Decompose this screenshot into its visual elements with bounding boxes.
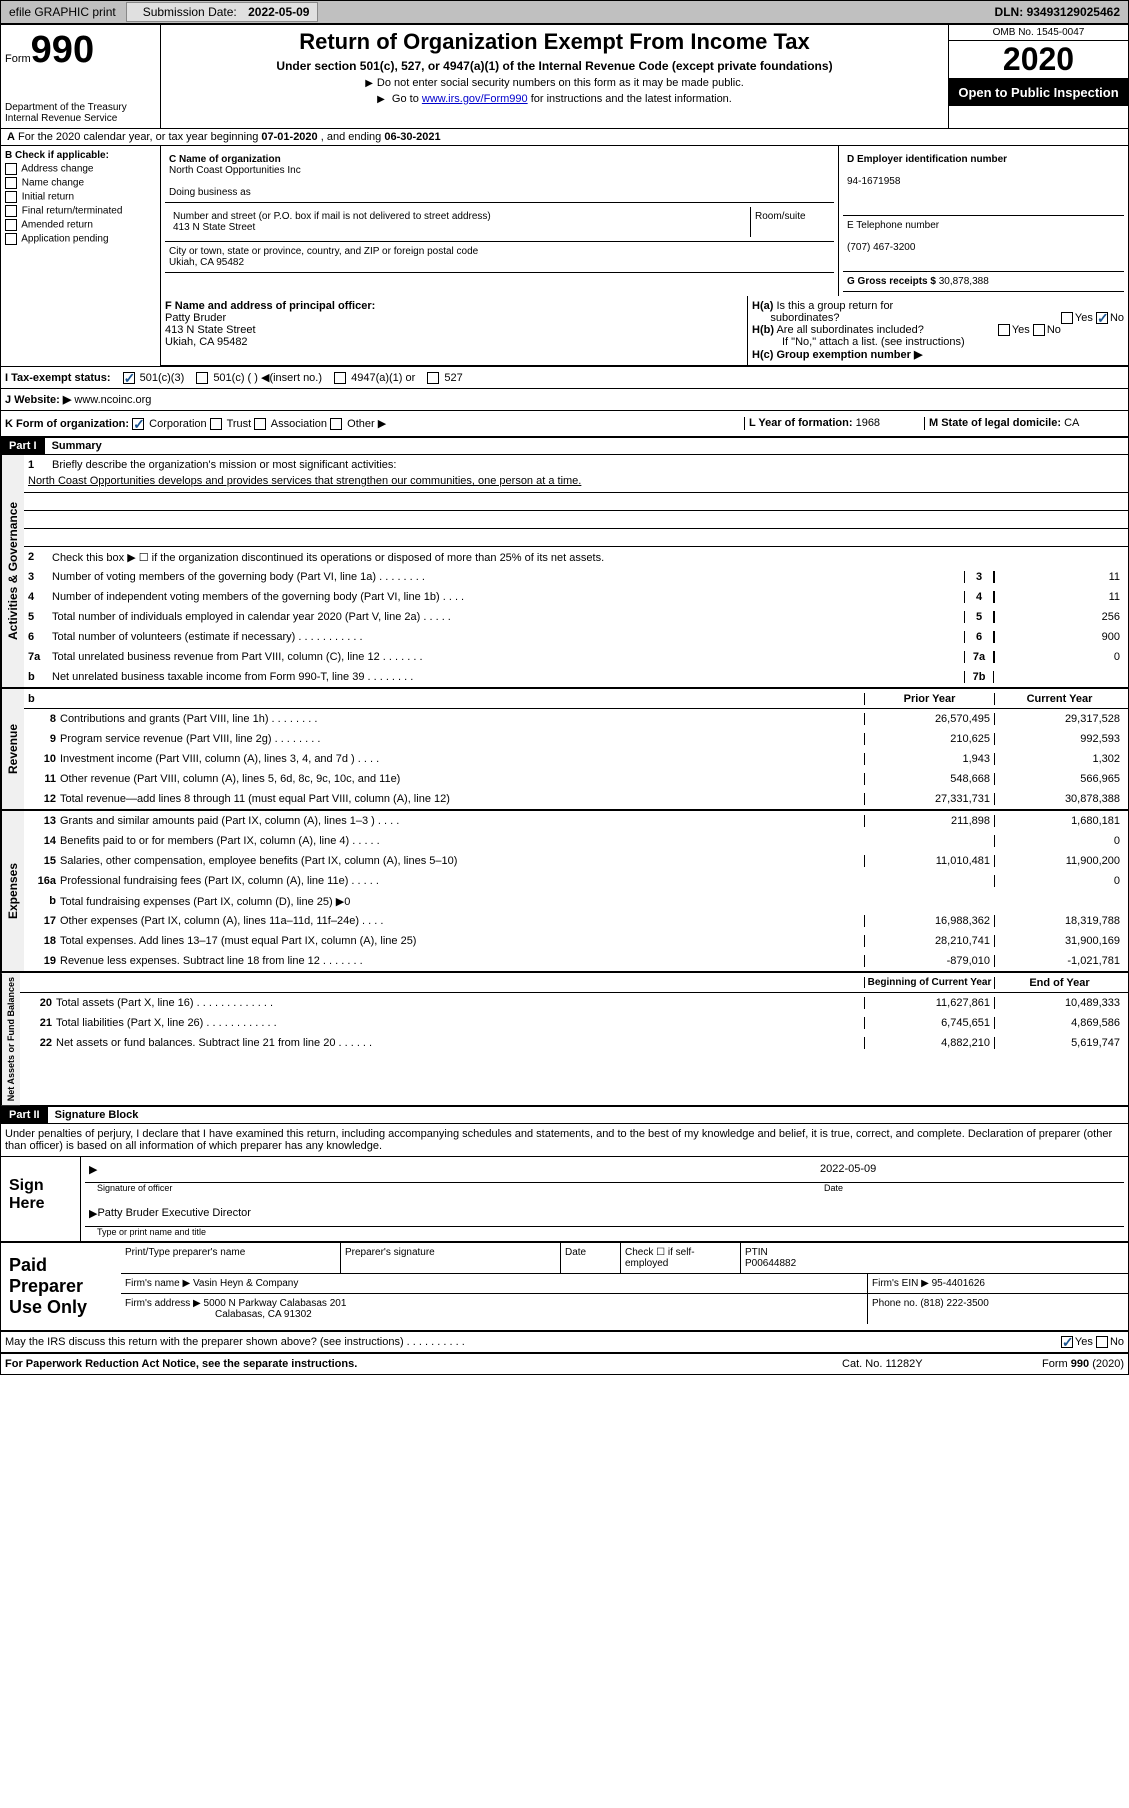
- summary-line: bNet unrelated business taxable income f…: [24, 667, 1128, 687]
- firm-name: Vasin Heyn & Company: [193, 1278, 298, 1289]
- note-ssn: Do not enter social security numbers on …: [165, 77, 944, 89]
- box-b-item: Final return/terminated: [5, 205, 156, 217]
- hb-yes-checkbox[interactable]: [998, 324, 1010, 336]
- firm-phone: (818) 222-3500: [920, 1298, 988, 1309]
- phone: (707) 467-3200: [847, 242, 915, 253]
- dept-label: Department of the Treasury Internal Reve…: [5, 102, 156, 124]
- gross-receipts: 30,878,388: [939, 276, 989, 287]
- 4947-checkbox[interactable]: [334, 372, 346, 384]
- summary-line: 7aTotal unrelated business revenue from …: [24, 647, 1128, 667]
- paid-preparer-label: Paid Preparer Use Only: [1, 1243, 121, 1330]
- state-domicile: CA: [1064, 417, 1079, 429]
- 527-checkbox[interactable]: [427, 372, 439, 384]
- 501c-checkbox[interactable]: [196, 372, 208, 384]
- form-subtitle: Under section 501(c), 527, or 4947(a)(1)…: [165, 59, 944, 73]
- 501c3-checkbox[interactable]: [123, 372, 135, 384]
- k-row: K Form of organization: Corporation Trus…: [1, 411, 1128, 438]
- box-b-item: Initial return: [5, 191, 156, 203]
- box-b-item: Address change: [5, 163, 156, 175]
- sign-here-label: Sign Here: [1, 1157, 81, 1241]
- declaration: Under penalties of perjury, I declare th…: [1, 1124, 1128, 1157]
- summary-line: 22Net assets or fund balances. Subtract …: [20, 1033, 1128, 1053]
- summary-line: 13Grants and similar amounts paid (Part …: [24, 811, 1128, 831]
- summary-line: 17Other expenses (Part IX, column (A), l…: [24, 911, 1128, 931]
- row-a: A For the 2020 calendar year, or tax yea…: [1, 129, 1128, 146]
- summary-line: 8Contributions and grants (Part VIII, li…: [24, 709, 1128, 729]
- box-h: H(a) Is this a group return for subordin…: [748, 296, 1128, 365]
- box-c: C Name of organization North Coast Oppor…: [161, 146, 1128, 366]
- submission-date-label: Submission Date: 2022-05-09: [126, 2, 319, 22]
- officer-name-title: Patty Bruder Executive Director: [97, 1207, 250, 1224]
- firm-addr1: 5000 N Parkway Calabasas 201: [204, 1298, 347, 1309]
- ha-yes-checkbox[interactable]: [1061, 312, 1073, 324]
- assoc-checkbox[interactable]: [254, 418, 266, 430]
- other-checkbox[interactable]: [330, 418, 342, 430]
- form-footer: Form 990 (2020): [1042, 1358, 1124, 1370]
- summary-line: 14Benefits paid to or for members (Part …: [24, 831, 1128, 851]
- tax-status-row: I Tax-exempt status: 501(c)(3) 501(c) ( …: [1, 366, 1128, 389]
- summary-line: 12Total revenue—add lines 8 through 11 (…: [24, 789, 1128, 809]
- summary-line: bTotal fundraising expenses (Part IX, co…: [24, 891, 1128, 911]
- ag-label: Activities & Governance: [1, 455, 24, 687]
- box-b: B Check if applicable: Address change Na…: [1, 146, 161, 366]
- part1-header: Part I: [1, 438, 45, 454]
- box-b-item: Name change: [5, 177, 156, 189]
- trust-checkbox[interactable]: [210, 418, 222, 430]
- discuss-yes-checkbox[interactable]: [1061, 1336, 1073, 1348]
- summary-line: 19Revenue less expenses. Subtract line 1…: [24, 951, 1128, 971]
- netassets-label: Net Assets or Fund Balances: [1, 973, 20, 1105]
- summary-line: 3Number of voting members of the governi…: [24, 567, 1128, 587]
- form-header: Form990 Department of the Treasury Inter…: [1, 25, 1128, 129]
- summary-line: 10Investment income (Part VIII, column (…: [24, 749, 1128, 769]
- org-name: North Coast Opportunities Inc: [169, 165, 301, 176]
- summary-line: 11Other revenue (Part VIII, column (A), …: [24, 769, 1128, 789]
- ptin: P00644882: [745, 1258, 796, 1269]
- efile-label: efile GRAPHIC print: [1, 5, 124, 19]
- discuss-no-checkbox[interactable]: [1096, 1336, 1108, 1348]
- summary-line: 5Total number of individuals employed in…: [24, 607, 1128, 627]
- summary-line: 21Total liabilities (Part X, line 26) . …: [20, 1013, 1128, 1033]
- dln: DLN: 93493129025462: [987, 5, 1128, 19]
- box-b-item: Application pending: [5, 233, 156, 245]
- topbar: efile GRAPHIC print Submission Date: 202…: [1, 1, 1128, 25]
- mission-text: North Coast Opportunities develops and p…: [24, 475, 1128, 493]
- revenue-label: Revenue: [1, 689, 24, 809]
- summary-line: 9Program service revenue (Part VIII, lin…: [24, 729, 1128, 749]
- form-number: 990: [31, 29, 94, 71]
- part2-header: Part II: [1, 1107, 48, 1123]
- ha-no-checkbox[interactable]: [1096, 312, 1108, 324]
- form-title: Return of Organization Exempt From Incom…: [165, 29, 944, 55]
- box-b-item: Amended return: [5, 219, 156, 231]
- corp-checkbox[interactable]: [132, 418, 144, 430]
- tax-year: 2020: [949, 41, 1128, 79]
- expenses-label: Expenses: [1, 811, 24, 971]
- note-link: Go to www.irs.gov/Form990 for instructio…: [165, 93, 944, 105]
- officer-name: Patty Bruder: [165, 312, 226, 324]
- website-row: J Website: ▶ www.ncoinc.org: [1, 389, 1128, 411]
- hb-no-checkbox[interactable]: [1033, 324, 1045, 336]
- public-inspection: Open to Public Inspection: [949, 79, 1128, 106]
- summary-line: 16aProfessional fundraising fees (Part I…: [24, 871, 1128, 891]
- city-state-zip: Ukiah, CA 95482: [169, 257, 244, 268]
- website-url: www.ncoinc.org: [74, 394, 151, 406]
- street-address: 413 N State Street: [173, 222, 255, 233]
- firm-ein: 95-4401626: [932, 1278, 985, 1289]
- summary-line: 18Total expenses. Add lines 13–17 (must …: [24, 931, 1128, 951]
- instructions-link[interactable]: www.irs.gov/Form990: [422, 93, 528, 105]
- ein: 94-1671958: [847, 176, 900, 187]
- summary-line: 4Number of independent voting members of…: [24, 587, 1128, 607]
- summary-line: 6Total number of volunteers (estimate if…: [24, 627, 1128, 647]
- cat-no: Cat. No. 11282Y: [842, 1358, 1042, 1370]
- pra-notice: For Paperwork Reduction Act Notice, see …: [5, 1358, 842, 1370]
- omb-number: OMB No. 1545-0047: [949, 25, 1128, 41]
- summary-line: 20Total assets (Part X, line 16) . . . .…: [20, 993, 1128, 1013]
- summary-line: 15Salaries, other compensation, employee…: [24, 851, 1128, 871]
- year-formation: 1968: [856, 417, 880, 429]
